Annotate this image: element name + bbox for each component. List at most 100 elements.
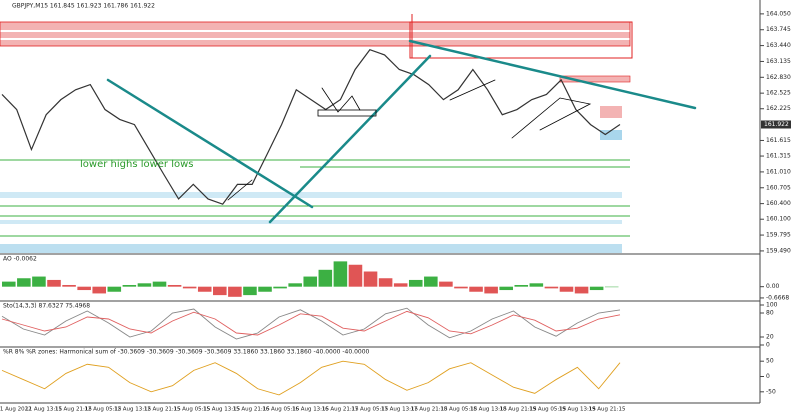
ao-bar (288, 283, 302, 287)
ao-bar (348, 264, 363, 287)
zones (0, 14, 633, 253)
trendline (408, 39, 697, 110)
x-tick-label: 19 Aug 13:15 (559, 407, 597, 413)
pattern (227, 179, 253, 201)
ao-bar (258, 286, 272, 292)
x-tick-label: 18 Aug 21:15 (500, 407, 538, 413)
series-line (1, 49, 621, 205)
ao-bar (182, 286, 197, 289)
y-tick-label: -50 (766, 388, 776, 395)
ao-bar (2, 281, 16, 287)
x-tick-label: 11 Aug 2022 (0, 407, 32, 413)
y-tick-label: 20 (766, 334, 774, 341)
ao-bar (469, 286, 483, 292)
y-tick-label: 162.225 (766, 105, 791, 112)
zone (600, 130, 622, 140)
ao-bar (152, 281, 167, 287)
trendlines (106, 39, 697, 224)
ao-bar (303, 276, 318, 287)
ao-bar (424, 276, 438, 287)
x-tick-label: 11 Aug 13:15 (25, 407, 63, 413)
ao-bar (559, 286, 574, 292)
x-tick-label: 18 Aug 13:15 (470, 407, 508, 413)
pattern (321, 87, 361, 113)
y-tick-label: 162.830 (766, 74, 791, 81)
ao-bar (333, 261, 348, 287)
x-tick-label: 16 Aug 05:15 (262, 407, 300, 413)
x-tick-label: 15 Aug 05:15 (173, 407, 211, 413)
ao-bar (122, 284, 137, 287)
panel-title: AO -0.0062 (3, 256, 37, 263)
zone (0, 192, 622, 198)
zone (600, 106, 622, 118)
x-tick-label: 19 Aug 21:15 (588, 407, 626, 413)
y-tick-label: 163.745 (766, 26, 791, 33)
ao-bar (408, 279, 423, 287)
zone (0, 244, 622, 253)
ao-bar (32, 276, 46, 287)
x-tick-label: 12 Aug 05:15 (84, 407, 122, 413)
panel-title: %R 8% %R zones: Harmonical sum of -30.36… (3, 349, 370, 356)
ao-bar (318, 269, 333, 287)
x-tick-label: 18 Aug 05:15 (440, 407, 478, 413)
x-tick-label: 16 Aug 13:15 (292, 407, 330, 413)
y-tick-label: 159.490 (766, 247, 791, 254)
annotation: lower highs lower lows (80, 159, 194, 170)
y-tick-label: 164.050 (766, 10, 791, 17)
panel-title: Sto(14,3,3) 87.6327 75.4968 (3, 303, 90, 310)
ao-bar (243, 286, 257, 296)
x-tick-label: 11 Aug 21:15 (55, 407, 93, 413)
zone (0, 32, 630, 38)
pattern (511, 97, 592, 139)
x-tick-label: 16 Aug 21:15 (322, 407, 360, 413)
ao-bar (92, 286, 107, 294)
zone (0, 40, 630, 46)
x-tick-label: 12 Aug 21:15 (144, 407, 182, 413)
y-tick-label: 80 (766, 310, 774, 317)
ao-bar (454, 286, 468, 289)
x-tick-label: 15 Aug 13:15 (203, 407, 241, 413)
y-tick-label: 0 (766, 342, 770, 349)
ao-bar (107, 286, 122, 292)
x-tick-label: 17 Aug 21:15 (411, 407, 449, 413)
y-tick-label: 163.135 (766, 58, 791, 65)
pattern (317, 109, 377, 117)
y-tick-label: 0.00 (766, 283, 780, 290)
x-tick-label: 12 Aug 13:15 (114, 407, 152, 413)
y-tick-label: 161.010 (766, 168, 791, 175)
y-tick-label: 50 (766, 358, 774, 365)
series-line (1, 360, 621, 396)
y-tick-label: 159.795 (766, 232, 791, 239)
pattern (449, 79, 496, 101)
ao-bar (62, 284, 76, 287)
ao-bar (484, 286, 498, 294)
last-price-box (761, 120, 791, 129)
y-tick-label: 0 (766, 373, 770, 380)
trendline (106, 78, 314, 209)
ao-bar (197, 286, 212, 292)
y-tick-label: 160.100 (766, 216, 791, 223)
ao-bar (378, 278, 393, 287)
y-tick-label: 160.400 (766, 200, 791, 207)
ao-bar (589, 286, 604, 291)
x-tick-label: 19 Aug 05:15 (529, 407, 567, 413)
y-tick-label: 160.705 (766, 184, 791, 191)
ao-bar (604, 286, 619, 288)
ao-bar (213, 286, 227, 296)
ao-bar (167, 284, 182, 287)
ao-bar (514, 284, 529, 287)
series-line (1, 310, 621, 336)
ao-bar (17, 278, 31, 287)
ao-bar (544, 286, 559, 289)
y-tick-label: 161.615 (766, 137, 791, 144)
ao-bar (137, 283, 152, 287)
chart-title: GBPJPY,M15 161.845 161.923 161.786 161.9… (12, 3, 155, 10)
last-price-label: 161.922 (764, 121, 789, 128)
ao-bar (363, 271, 378, 287)
ao-bar (529, 283, 544, 287)
ao-bar (393, 283, 408, 287)
zone (559, 75, 631, 83)
y-tick-label: 163.440 (766, 42, 791, 49)
